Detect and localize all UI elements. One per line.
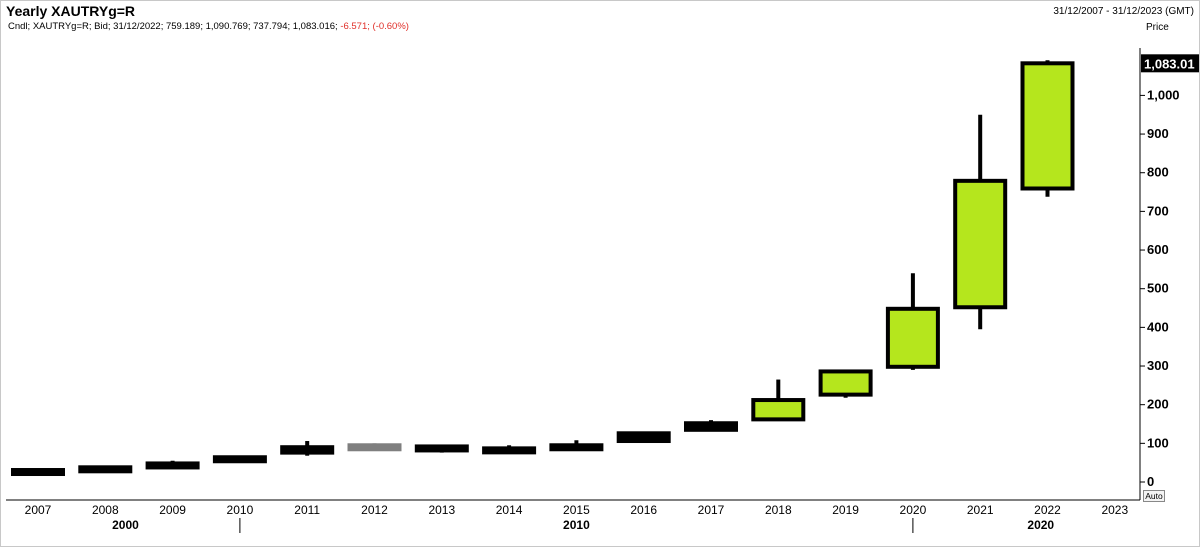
x-tick-label: 2009 [159, 503, 186, 517]
candle-body [549, 443, 604, 452]
y-tick-label: 0 [1147, 474, 1154, 489]
x-tick-label: 2012 [361, 503, 388, 517]
x-tick-label: 2015 [563, 503, 590, 517]
candle-body [885, 306, 940, 369]
candle-2011[interactable] [280, 441, 335, 456]
candle-2021[interactable] [953, 114, 1008, 330]
chart-title: Yearly XAUTRYg=R [6, 3, 136, 19]
y-tick-label: 200 [1147, 397, 1169, 412]
price-axis-label: Price [1146, 22, 1169, 33]
price-axis[interactable]: 0 100 200 300 400 500 600 700 800 900 1,000 1,083.0… [1139, 48, 1199, 500]
candle-body [414, 444, 469, 453]
candle-body [11, 468, 65, 477]
y-tick-label: 500 [1147, 281, 1169, 296]
x-tick-label: 2022 [1034, 503, 1061, 517]
x-tick-label: 2010 [227, 503, 254, 517]
x-tick-label: 2008 [92, 503, 119, 517]
candle-2007[interactable] [11, 468, 65, 477]
candle-body [347, 443, 402, 452]
candle-2010[interactable] [212, 455, 267, 464]
x-tick-label: 2023 [1101, 503, 1128, 517]
candle-2017[interactable] [684, 420, 738, 432]
candle-2009[interactable] [145, 460, 200, 470]
candle-body [953, 178, 1008, 310]
y-tick-label: 400 [1147, 319, 1169, 334]
y-tick-label: 1,000 [1147, 87, 1180, 102]
y-tick-label: 900 [1147, 126, 1169, 141]
y-tick-label: 100 [1147, 435, 1169, 450]
candle-2019[interactable] [818, 369, 873, 398]
decade-label: 2000 [112, 518, 139, 532]
candle-body [684, 421, 738, 432]
candle-2016[interactable] [616, 431, 671, 444]
series-legend: Cndl; XAUTRYg=R; Bid; 31/12/2022; 759.18… [8, 21, 409, 32]
candle-body [145, 461, 200, 470]
date-range: 31/12/2007 - 31/12/2023 (GMT) [1053, 6, 1194, 17]
y-tick-label: 700 [1147, 203, 1169, 218]
y-tick-label: 600 [1147, 242, 1169, 257]
last-value-marker [1141, 54, 1199, 73]
candle-2022[interactable] [1020, 60, 1075, 197]
candle-body [482, 446, 537, 455]
x-tick-label: 2020 [900, 503, 927, 517]
candle-2014[interactable] [482, 445, 537, 455]
candle-body [751, 398, 806, 422]
candle-2013[interactable] [414, 444, 469, 453]
y-tick-label: 300 [1147, 358, 1169, 373]
legend-values: Cndl; XAUTRYg=R; Bid; 31/12/2022; 759.18… [8, 21, 338, 32]
candle-body [818, 369, 873, 397]
decade-label: 2020 [1027, 518, 1054, 532]
auto-scale-button[interactable]: Auto [1143, 490, 1165, 502]
last-value-label: 1,083.01 [1144, 56, 1195, 71]
candle-body [78, 465, 133, 474]
decade-label: 2010 [563, 518, 590, 532]
x-tick-label: 2018 [765, 503, 792, 517]
x-tick-label: 2021 [967, 503, 994, 517]
candle-body [616, 431, 671, 444]
candle-2008[interactable] [78, 465, 133, 474]
x-tick-label: 2011 [294, 503, 320, 517]
candle-2018[interactable] [751, 379, 806, 422]
x-tick-label: 2016 [630, 503, 657, 517]
candle-2020[interactable] [885, 273, 940, 370]
candle-2012[interactable] [347, 443, 402, 452]
x-tick-label: 2014 [496, 503, 523, 517]
candle-body [280, 445, 335, 455]
x-tick-label: 2017 [698, 503, 725, 517]
y-tick-label: 800 [1147, 165, 1169, 180]
time-axis[interactable]: 2007 2008 2009 2010 2011 2012 2013 2014 2015 2016… [6, 499, 1140, 533]
x-tick-label: 2019 [832, 503, 859, 517]
candle-2015[interactable] [549, 440, 604, 452]
x-tick-label: 2007 [25, 503, 52, 517]
legend-change: -6.571; (-0.60%) [340, 21, 409, 32]
candle-body [212, 455, 267, 464]
candle-body [1020, 61, 1075, 191]
x-tick-label: 2013 [428, 503, 455, 517]
plot-area[interactable] [11, 60, 1075, 477]
